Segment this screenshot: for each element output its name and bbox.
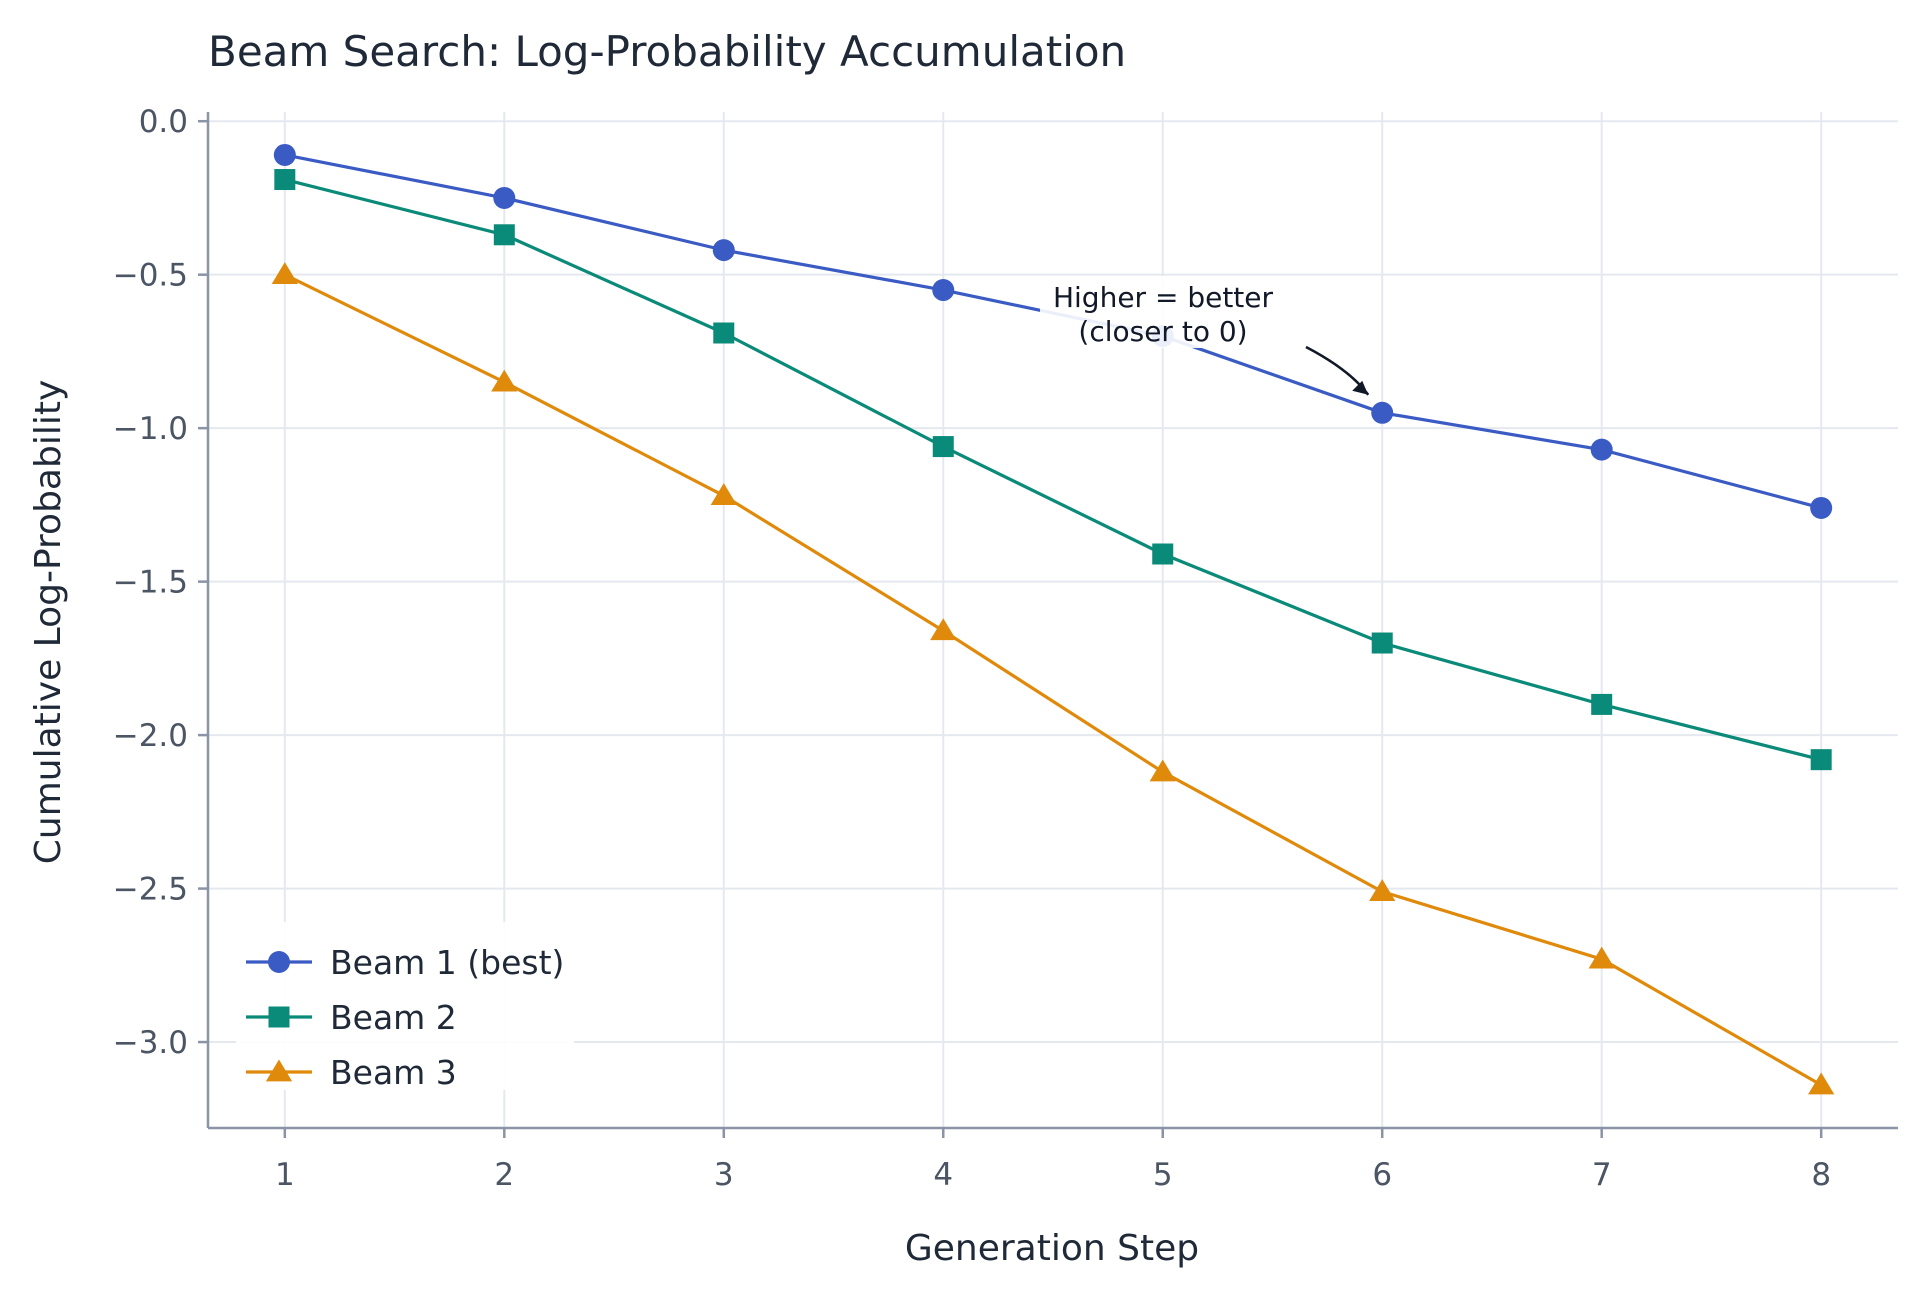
legend-item: Beam 2	[246, 998, 457, 1037]
axes	[206, 112, 1898, 1130]
data-point	[273, 143, 296, 166]
data-point	[1808, 1072, 1835, 1095]
x-tick-label: 6	[1372, 1157, 1392, 1193]
legend-item: Beam 3	[246, 1053, 457, 1092]
x-tick-label: 8	[1811, 1157, 1831, 1193]
x-tick-label: 2	[494, 1157, 514, 1193]
x-tick-label: 1	[275, 1157, 295, 1193]
annotation: Higher = better(closer to 0)	[1040, 276, 1370, 396]
data-point	[271, 262, 298, 285]
data-point	[713, 322, 735, 344]
data-point	[491, 369, 518, 392]
series-line	[284, 177, 1822, 762]
data-point	[710, 483, 737, 506]
data-point	[1369, 879, 1396, 902]
data-point	[493, 224, 515, 246]
legend-marker	[265, 1059, 293, 1082]
data-point	[932, 279, 955, 302]
x-axis-label: Generation Step	[905, 1228, 1199, 1269]
legend-label: Beam 3	[330, 1053, 457, 1092]
legend-box	[236, 922, 574, 1090]
data-point	[274, 169, 296, 191]
data-point	[932, 436, 954, 458]
legend-label: Beam 1 (best)	[330, 943, 564, 982]
data-point	[1810, 749, 1832, 771]
series-line	[284, 273, 1822, 1087]
data-point	[493, 186, 516, 209]
data-point	[1371, 401, 1394, 424]
legend: Beam 1 (best) Beam 2 Beam 3	[236, 922, 574, 1092]
data-point	[1591, 693, 1613, 715]
y-tick-label: −1.0	[113, 411, 188, 447]
x-tick-label: 7	[1592, 1157, 1612, 1193]
data-point	[1810, 496, 1833, 519]
y-tick-label: 0.0	[139, 104, 188, 140]
y-tick-label: −2.0	[113, 718, 188, 754]
legend-marker	[268, 1006, 290, 1028]
y-axis-label: Cumulative Log-Probability	[28, 380, 69, 865]
x-axis-ticks: 1 2 3 4 5 6 7 8	[275, 1128, 1831, 1193]
legend-marker	[268, 951, 290, 973]
legend-label: Beam 2	[330, 998, 457, 1037]
data-point	[1588, 946, 1615, 969]
x-tick-label: 4	[933, 1157, 953, 1193]
data-point	[712, 239, 735, 262]
annotation-text: Higher = better	[1053, 281, 1274, 314]
y-tick-label: −2.5	[113, 872, 188, 908]
data-point	[1590, 438, 1613, 461]
x-tick-label: 3	[714, 1157, 734, 1193]
y-tick-label: −0.5	[113, 258, 188, 294]
series-beam-2	[274, 169, 1832, 771]
series-beam-3	[271, 262, 1835, 1095]
y-tick-label: −3.0	[113, 1025, 188, 1061]
annotation-box	[1040, 276, 1286, 348]
y-tick-label: −1.5	[113, 565, 188, 601]
annotation-text: (closer to 0)	[1078, 315, 1247, 348]
y-axis-ticks: 0.0 −0.5 −1.0 −1.5 −2.0 −2.5 −3.0	[113, 104, 208, 1061]
data-point	[1149, 759, 1176, 782]
legend-item: Beam 1 (best)	[246, 943, 564, 982]
x-tick-label: 5	[1153, 1157, 1173, 1193]
data-point	[1371, 632, 1393, 654]
data-point	[930, 618, 957, 641]
data-point	[1152, 543, 1174, 565]
chart-title: Beam Search: Log-Probability Accumulatio…	[208, 27, 1126, 76]
annotation-arrowhead	[1352, 380, 1369, 395]
